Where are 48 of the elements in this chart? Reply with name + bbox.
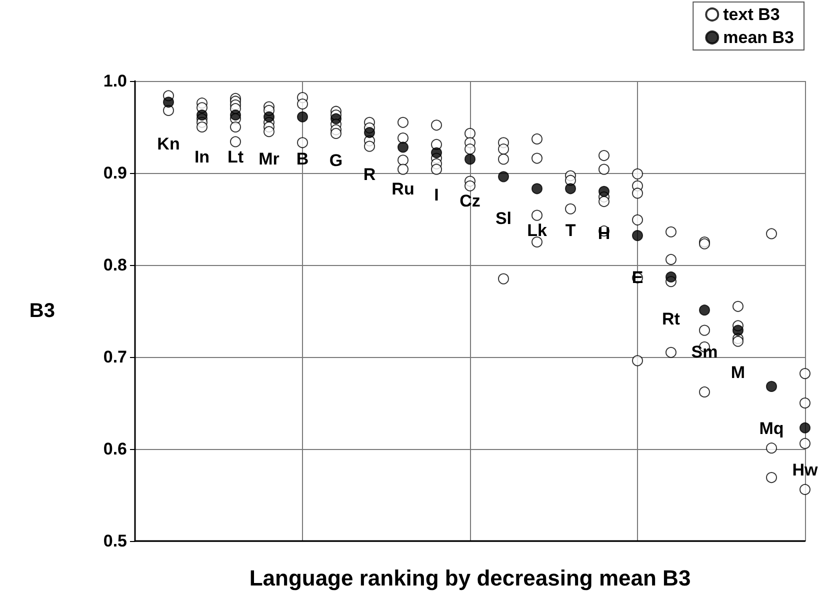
point [699, 304, 710, 316]
point [398, 142, 408, 153]
point [230, 110, 241, 121]
x-tick-label: R [363, 165, 376, 184]
point [632, 230, 643, 242]
point [766, 380, 777, 392]
legend-label: text B3 [723, 5, 780, 24]
y-tick-label: 0.7 [103, 348, 127, 366]
point [196, 110, 208, 121]
x-axis-title: Language ranking by decreasing mean B3 [249, 566, 691, 590]
x-tick-label: M [730, 362, 746, 382]
point [431, 147, 442, 158]
x-tick-label: Mr [258, 149, 280, 168]
x-tick-label: Rt [662, 309, 680, 328]
legend-label: mean B3 [723, 28, 794, 47]
point [464, 154, 476, 165]
point [498, 171, 509, 182]
y-tick-label: 1.0 [103, 72, 127, 90]
x-tick-label: I [434, 185, 439, 204]
point [264, 111, 274, 122]
x-tick-label: T [565, 221, 576, 240]
x-tick-label: Sm [691, 342, 718, 362]
point [330, 113, 342, 124]
x-tick-label: G [329, 151, 343, 170]
y-tick-label: 0.9 [103, 164, 127, 182]
x-tick-label: In [194, 148, 210, 167]
point [297, 111, 308, 122]
x-tick-label: Cz [460, 192, 480, 211]
x-tick-label: Mq [759, 418, 784, 438]
x-tick-label: B [296, 149, 309, 168]
point [565, 183, 576, 194]
x-tick-label: Sl [495, 209, 512, 228]
y-tick-label: 0.8 [103, 256, 127, 274]
x-tick-label: Lk [527, 221, 548, 240]
x-tick-label: Lt [227, 148, 244, 167]
point [364, 127, 375, 138]
x-tick-label: Ru [392, 180, 414, 199]
point [598, 186, 610, 197]
y-tick-label: 0.6 [103, 440, 127, 458]
y-axis-title: B3 [29, 300, 55, 322]
point [532, 183, 542, 194]
point [732, 324, 744, 336]
point [666, 271, 676, 282]
x-tick-label: Kn [157, 134, 180, 154]
y-tick-label: 0.5 [103, 532, 127, 550]
point [800, 422, 810, 434]
point [163, 96, 174, 108]
x-tick-label: Hw [792, 460, 819, 480]
